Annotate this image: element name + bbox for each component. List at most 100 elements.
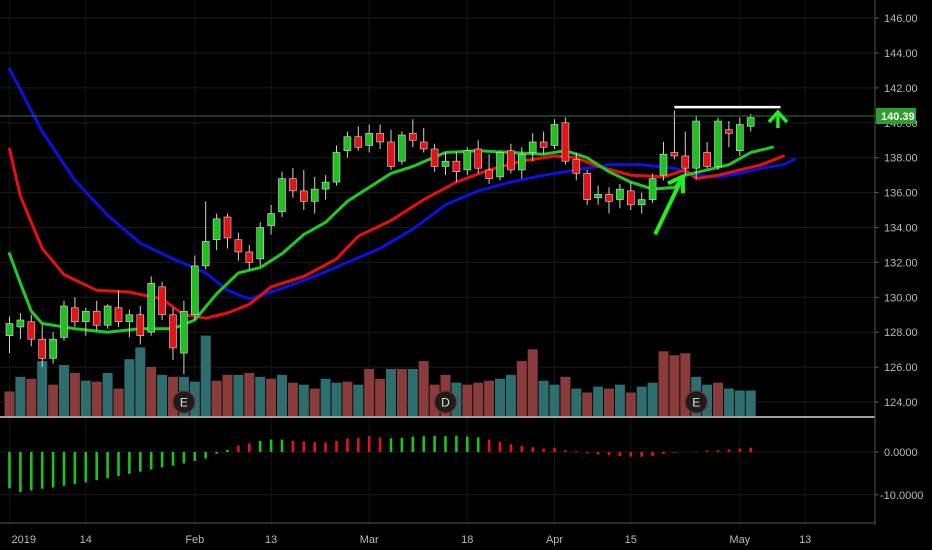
candle-body <box>136 314 145 336</box>
candle-body <box>278 178 286 213</box>
moving-average-line-3 <box>8 145 774 334</box>
candle-body <box>223 216 232 239</box>
candle-body <box>637 199 646 206</box>
osc-tick-label: 0.0000 <box>884 447 918 459</box>
time-tick-label: 15 <box>625 534 637 546</box>
candle-body <box>103 305 112 326</box>
candle-body <box>310 188 319 202</box>
volume-bar <box>342 381 353 416</box>
time-tick-label: May <box>729 534 750 546</box>
oscillator-histogram <box>8 435 753 493</box>
volume-bar <box>59 365 69 416</box>
volume-bar <box>669 355 680 416</box>
candle-body <box>659 153 668 176</box>
time-tick-label: 2019 <box>12 534 36 546</box>
candle-body <box>27 321 36 340</box>
candle-body <box>71 307 79 323</box>
candle-body <box>517 153 526 171</box>
candle-body <box>256 227 265 260</box>
candle-body <box>616 188 624 200</box>
volume-bar <box>91 381 102 416</box>
time-tick-label: 14 <box>80 534 92 546</box>
volume-bar <box>560 376 571 416</box>
volume-bar <box>244 372 255 416</box>
candle-body <box>212 218 221 241</box>
up-arrow-head-icon <box>767 109 789 124</box>
candle-body <box>16 319 25 328</box>
volume-bar <box>266 378 277 416</box>
candle-body <box>125 314 134 323</box>
event-badge-label: E <box>180 396 188 410</box>
candle-body <box>550 124 559 146</box>
candle-body <box>201 241 210 267</box>
time-tick-label: Mar <box>360 534 379 546</box>
candle-body <box>746 117 755 127</box>
price-tick-label: 124.00 <box>884 397 918 409</box>
candle-body <box>114 307 123 323</box>
event-badge-label: D <box>441 396 450 410</box>
volume-bar <box>320 378 331 416</box>
candle-body <box>561 122 570 162</box>
candle-body <box>365 132 374 146</box>
candle-body <box>82 310 90 323</box>
volume-bar <box>37 361 48 416</box>
volume-bar <box>462 384 473 416</box>
volume-bar <box>604 388 614 416</box>
candle-body <box>245 251 254 263</box>
price-tick-label: 134.00 <box>884 223 918 235</box>
candle-body <box>648 178 657 200</box>
candle-body <box>191 265 199 316</box>
volume-bar <box>614 384 625 416</box>
candle-body <box>735 124 744 152</box>
volume-bar <box>200 335 211 416</box>
volume-bar <box>625 392 636 416</box>
price-tick-label: 132.00 <box>884 257 918 269</box>
candlesticks <box>5 110 755 375</box>
candle-body <box>321 181 330 190</box>
volume-bar <box>113 388 124 416</box>
time-tick-label: Apr <box>546 534 563 546</box>
candle-body <box>463 150 472 171</box>
volume-bar <box>48 384 59 416</box>
event-badge <box>433 390 458 414</box>
candle-body <box>430 148 439 167</box>
candle-body <box>234 239 243 253</box>
candle-body <box>376 132 384 143</box>
volume-bar <box>582 392 593 416</box>
volume-bar <box>4 391 15 416</box>
price-tick-label: 130.00 <box>884 292 918 304</box>
candle-body <box>583 173 592 200</box>
price-tick-label: 144.00 <box>884 48 918 60</box>
volume-bar <box>69 372 80 416</box>
candle-body <box>539 141 548 148</box>
candle-body <box>441 160 450 167</box>
candle-body <box>180 310 188 354</box>
candle-body <box>474 148 483 169</box>
event-badge-label: E <box>692 396 700 410</box>
volume-bar <box>353 384 364 416</box>
volume-bar <box>745 390 756 416</box>
time-tick-label: 13 <box>799 534 811 546</box>
time-tick-label: Feb <box>185 534 204 546</box>
volume-bar <box>375 378 386 416</box>
volume-bar <box>538 380 549 416</box>
signal-arrow-icon <box>653 178 683 235</box>
volume-bar <box>636 386 647 416</box>
price-tick-label: 128.00 <box>884 327 918 339</box>
price-tick-label: 136.00 <box>884 188 918 200</box>
candle-body <box>158 286 166 316</box>
candle-body <box>572 159 581 174</box>
candle-body <box>343 136 352 152</box>
candle-body <box>528 141 537 153</box>
volume-bar <box>713 382 723 416</box>
volume-bar <box>15 376 26 416</box>
volume-bar <box>495 378 505 416</box>
volume-bar <box>593 386 604 416</box>
volume-bar <box>135 347 146 416</box>
candle-body <box>594 194 602 199</box>
candle-body <box>289 178 297 192</box>
candle-body <box>38 338 47 359</box>
volume-bar <box>168 376 178 416</box>
